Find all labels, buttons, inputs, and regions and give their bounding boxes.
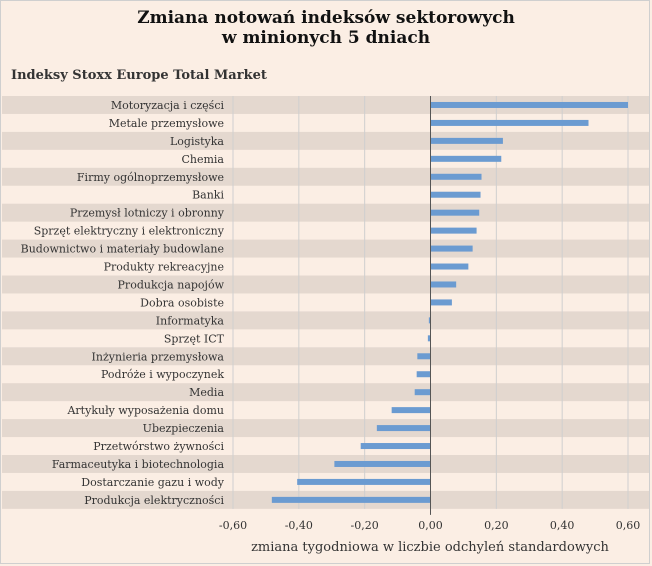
x-tick-label: 0,40 — [550, 519, 575, 532]
category-label: Produkcja napojów — [118, 278, 225, 291]
category-label: Motoryzacja i części — [111, 99, 225, 112]
row-band — [2, 203, 649, 222]
row-band — [2, 275, 649, 294]
x-tick-label: -0,20 — [351, 519, 379, 532]
category-label: Logistyka — [170, 135, 224, 148]
bar — [271, 496, 431, 503]
bar — [430, 227, 477, 234]
category-label: Metale przemysłowe — [109, 117, 224, 130]
bar — [430, 263, 469, 270]
category-label: Media — [189, 386, 224, 399]
x-tick-label: 0,00 — [418, 519, 443, 532]
category-label: Przetwórstwo żywności — [93, 440, 224, 453]
bar — [430, 119, 589, 126]
bar — [297, 478, 431, 485]
x-tick-label: 0,60 — [616, 519, 641, 532]
category-label: Dostarczanie gazu i wody — [81, 476, 225, 489]
bar — [430, 209, 480, 216]
category-label: Banki — [192, 189, 224, 202]
bar — [376, 425, 431, 432]
x-tick-label: -0,40 — [285, 519, 313, 532]
row-band — [2, 131, 649, 150]
bar — [430, 245, 473, 252]
category-label: Sprzęt ICT — [164, 332, 225, 345]
bar — [430, 281, 457, 288]
category-label: Podróże i wypoczynek — [101, 368, 224, 381]
category-label: Przemysł lotniczy i obronny — [70, 207, 225, 220]
chart-title-line-2: w minionych 5 dniach — [221, 28, 431, 48]
row-band — [2, 239, 649, 258]
row-band — [2, 96, 649, 114]
bar — [430, 137, 503, 144]
bar — [427, 335, 431, 342]
chart-title: Zmiana notowań indeksów sektorowych w mi… — [0, 8, 652, 48]
category-label: Inżynieria przemysłowa — [92, 350, 225, 363]
bar — [416, 371, 431, 378]
category-label: Artykuły wyposażenia domu — [66, 404, 224, 417]
chart-title-line-1: Zmiana notowań indeksów sektorowych — [137, 8, 515, 28]
bar — [417, 353, 431, 360]
category-label: Produkty rekreacyjne — [104, 261, 224, 274]
chart-subtitle: Indeksy Stoxx Europe Total Market — [11, 68, 267, 83]
bar — [430, 101, 628, 108]
x-tick-label: 0,20 — [484, 519, 509, 532]
category-label: Produkcja elektryczności — [84, 494, 224, 507]
x-tick-label: -0,60 — [219, 519, 247, 532]
bar — [430, 173, 482, 180]
bar — [414, 389, 431, 396]
bar — [430, 299, 452, 306]
category-label: Firmy ogólnoprzemysłowe — [77, 171, 224, 184]
bar — [334, 460, 431, 467]
category-label: Ubezpieczenia — [143, 422, 225, 435]
bar — [360, 443, 431, 450]
row-band — [2, 419, 649, 438]
x-axis-label: zmiana tygodniowa w liczbie odchyleń sta… — [251, 540, 609, 555]
bar — [428, 317, 431, 324]
row-band — [2, 347, 649, 366]
row-band — [2, 383, 649, 402]
bar — [391, 407, 431, 414]
category-label: Sprzęt elektryczny i elektroniczny — [34, 225, 225, 238]
bar — [430, 191, 481, 198]
category-label: Farmaceutyka i biotechnologia — [52, 458, 225, 471]
category-label: Dobra osobiste — [140, 296, 224, 309]
row-band — [2, 455, 649, 473]
category-label: Chemia — [181, 153, 224, 166]
row-band — [2, 311, 649, 330]
category-label: Informatyka — [156, 314, 225, 327]
category-label: Budownictwo i materiały budowlane — [21, 243, 224, 256]
bar — [430, 155, 502, 162]
row-band — [2, 167, 649, 186]
